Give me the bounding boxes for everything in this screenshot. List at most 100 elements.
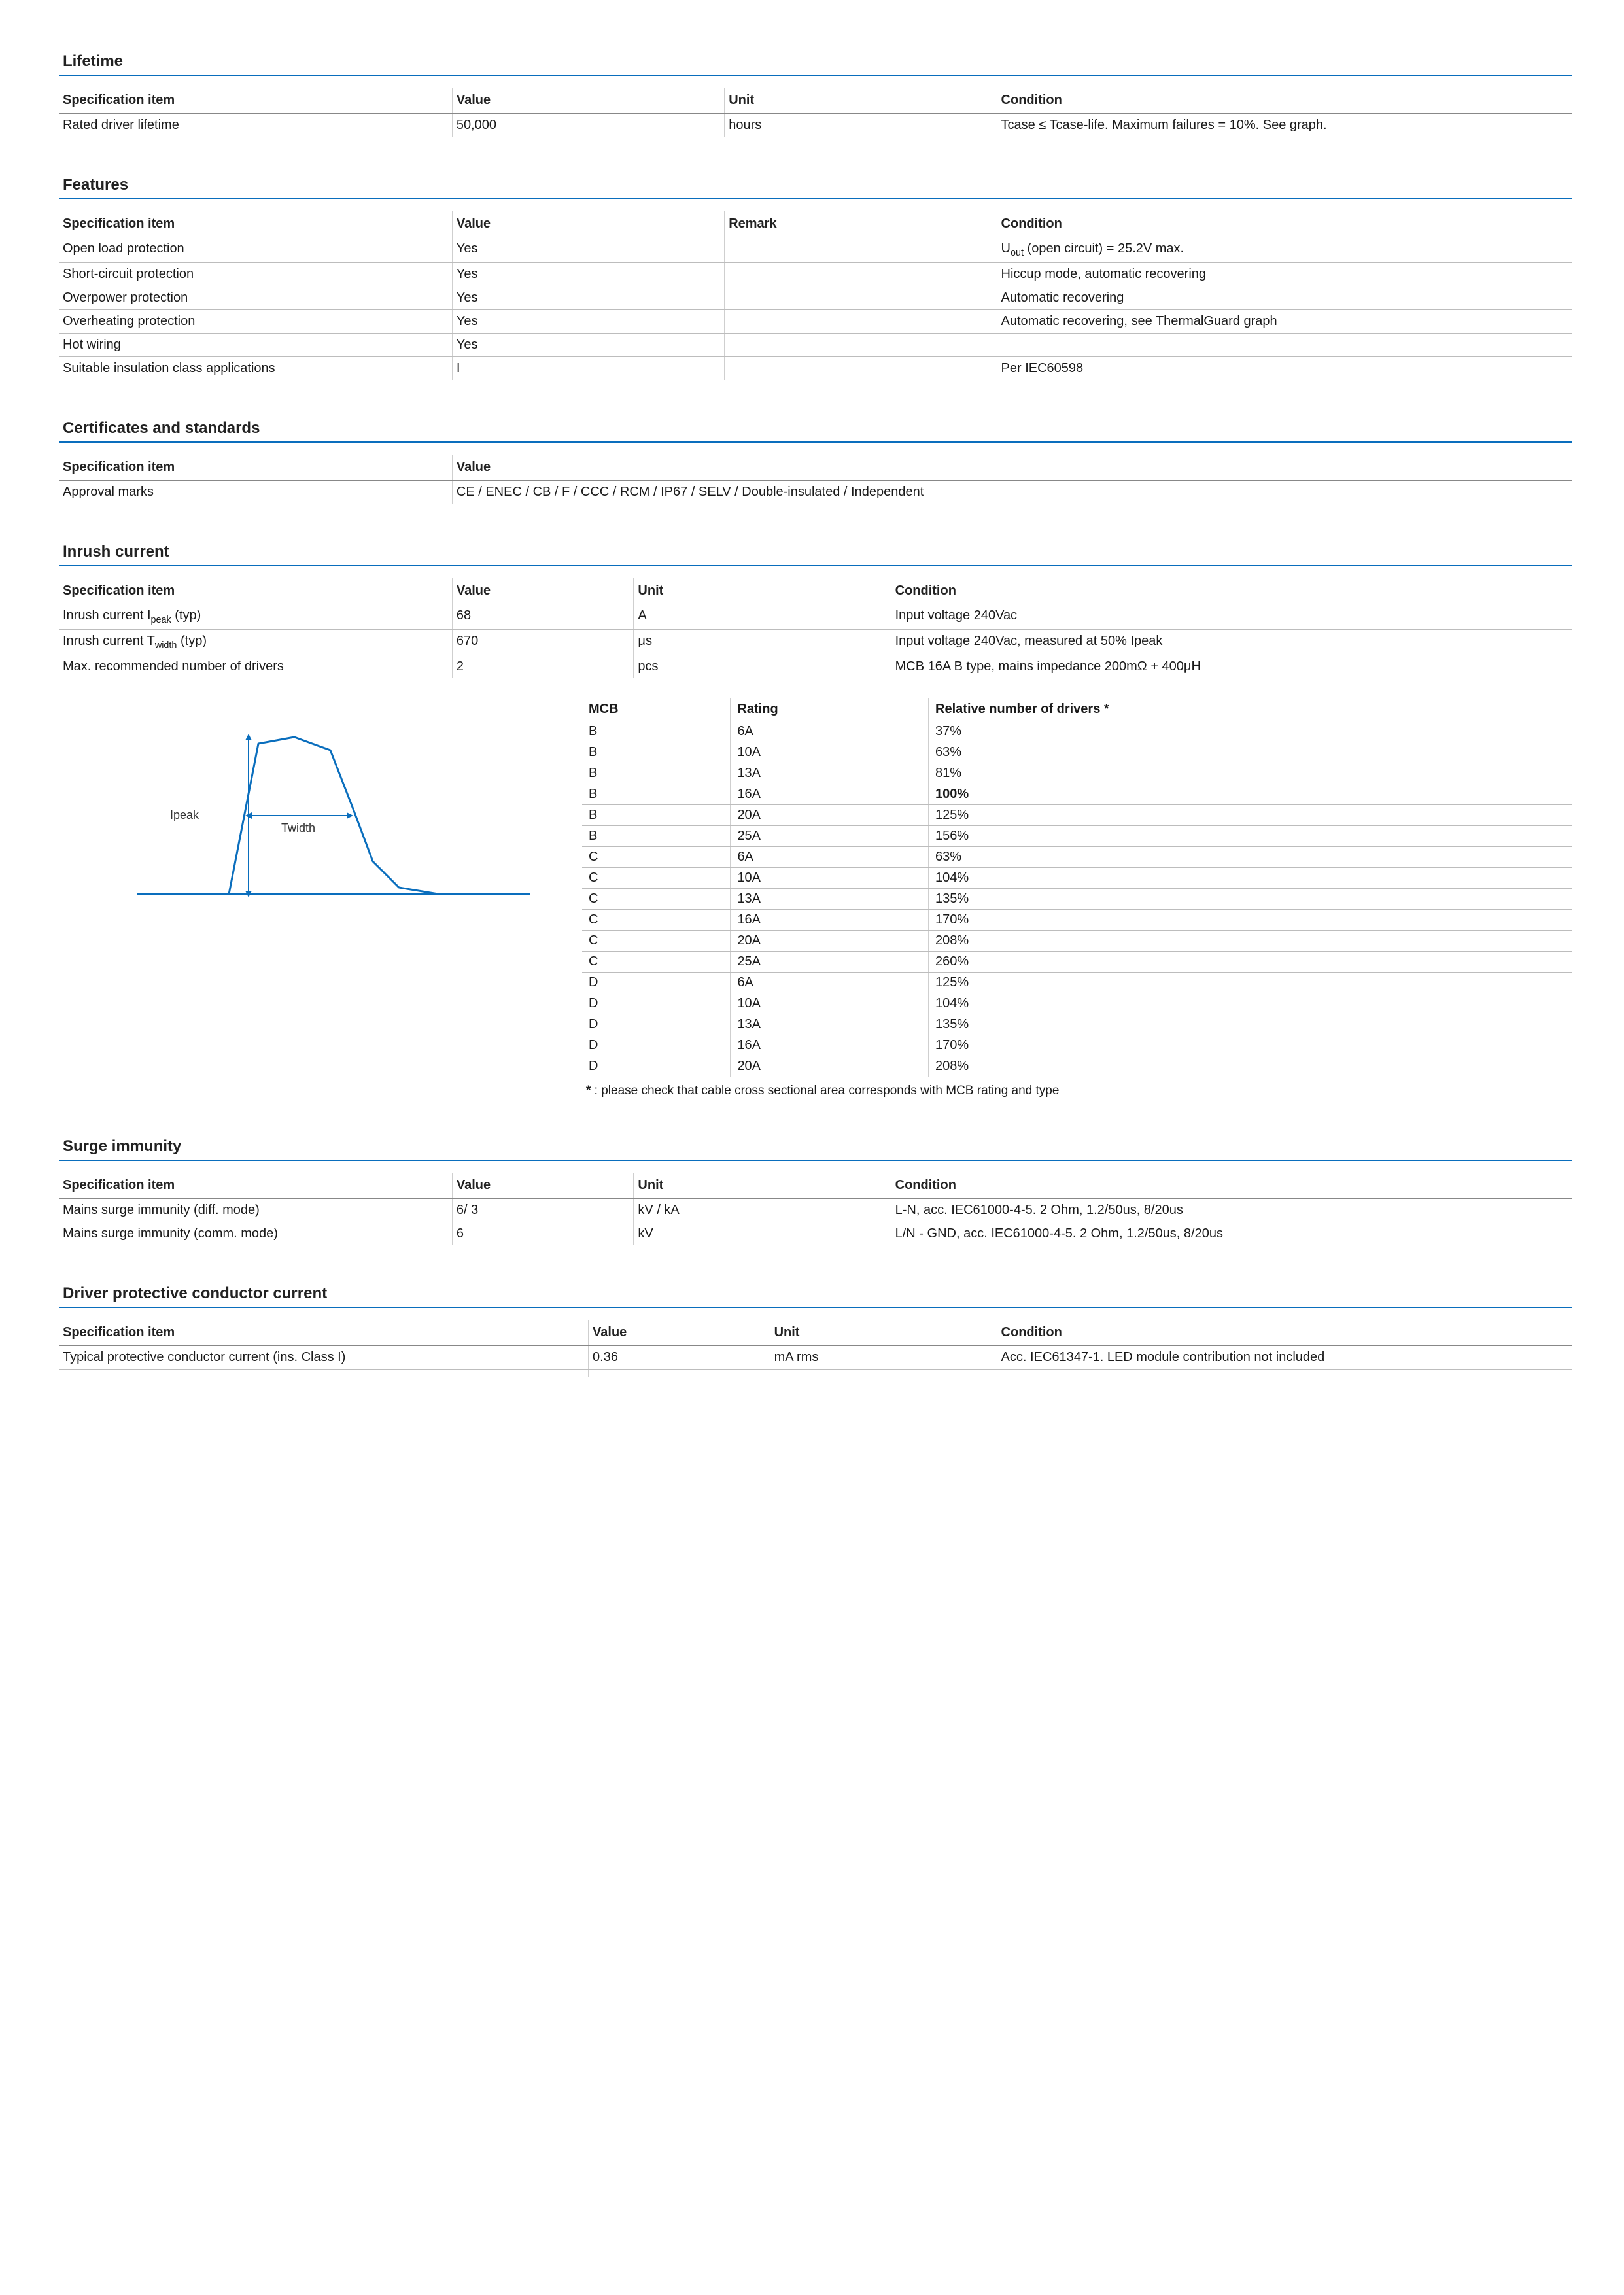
table-cell: Overpower protection [59, 286, 452, 310]
table-cell: CE / ENEC / CB / F / CCC / RCM / IP67 / … [452, 481, 1572, 504]
table-row: Overpower protectionYesAutomatic recover… [59, 286, 1572, 310]
column-header: Condition [997, 88, 1572, 114]
table-cell: kV [634, 1222, 891, 1246]
table-cell: Acc. IEC61347-1. LED module contribution… [997, 1346, 1572, 1370]
table-cell: Max. recommended number of drivers [59, 655, 452, 679]
table-row: Rated driver lifetime50,000hoursTcase ≤ … [59, 114, 1572, 137]
section-title: Inrush current [59, 543, 1572, 566]
table-cell: 6/ 3 [452, 1199, 634, 1222]
section-title: Driver protective conductor current [59, 1285, 1572, 1308]
table-row: Typical protective conductor current (in… [59, 1346, 1572, 1370]
column-header: Value [452, 88, 724, 114]
table-cell: 63% [929, 742, 1572, 763]
table-cell: 260% [929, 952, 1572, 973]
column-header: Condition [891, 1173, 1572, 1199]
column-header: Unit [634, 1173, 891, 1199]
inrush-pulse-chart: IpeakTwidth [59, 698, 556, 933]
column-header: Value [452, 455, 1572, 481]
table-cell: 13A [731, 1014, 929, 1035]
table-cell: 104% [929, 868, 1572, 889]
table-cell [997, 1370, 1572, 1378]
table-row: Overheating protectionYesAutomatic recov… [59, 310, 1572, 334]
table-cell: Short-circuit protection [59, 263, 452, 286]
column-header: Unit [770, 1320, 997, 1346]
table-row: C10A104% [582, 868, 1572, 889]
table-cell [725, 286, 997, 310]
table-cell: 135% [929, 1014, 1572, 1035]
table-row: B10A63% [582, 742, 1572, 763]
table-cell: 208% [929, 931, 1572, 952]
table-row: C13A135% [582, 889, 1572, 910]
section-title: Certificates and standards [59, 419, 1572, 443]
table-cell: Input voltage 240Vac, measured at 50% Ip… [891, 630, 1572, 655]
table-cell: C [582, 847, 731, 868]
table-cell: 25A [731, 826, 929, 847]
table-cell: D [582, 1014, 731, 1035]
table-cell: 63% [929, 847, 1572, 868]
table-cell: B [582, 784, 731, 805]
table-cell: 135% [929, 889, 1572, 910]
section-title: Features [59, 176, 1572, 199]
table-cell: hours [725, 114, 997, 137]
table-cell: 25A [731, 952, 929, 973]
column-header: Relative number of drivers * [929, 698, 1572, 721]
table-row: Mains surge immunity (comm. mode)6kVL/N … [59, 1222, 1572, 1246]
table-cell: 125% [929, 973, 1572, 993]
table-cell: L-N, acc. IEC61000-4-5. 2 Ohm, 1.2/50us,… [891, 1199, 1572, 1222]
column-header: Specification item [59, 1173, 452, 1199]
column-header: Condition [997, 211, 1572, 237]
table-cell: 104% [929, 993, 1572, 1014]
table-cell: Yes [452, 286, 724, 310]
table-cell [725, 237, 997, 263]
mcb-note-text: : please check that cable cross sectiona… [591, 1084, 1059, 1097]
table-cell: μs [634, 630, 891, 655]
column-header: MCB [582, 698, 731, 721]
table-cell: Tcase ≤ Tcase-life. Maximum failures = 1… [997, 114, 1572, 137]
column-header: Rating [731, 698, 929, 721]
table-row: Open load protectionYesUout (open circui… [59, 237, 1572, 263]
table-cell: C [582, 889, 731, 910]
table-row: B25A156% [582, 826, 1572, 847]
table-row: D6A125% [582, 973, 1572, 993]
inrush-pulse-svg: IpeakTwidth [59, 698, 556, 933]
table-cell: L/N - GND, acc. IEC61000-4-5. 2 Ohm, 1.2… [891, 1222, 1572, 1246]
section-certs: Certificates and standards Specification… [59, 419, 1572, 504]
table-cell: C [582, 952, 731, 973]
table-cell: Uout (open circuit) = 25.2V max. [997, 237, 1572, 263]
table-cell: 68 [452, 604, 634, 630]
table-cell: 0.36 [589, 1346, 770, 1370]
table-cell: I [452, 357, 724, 381]
table-cell: 10A [731, 742, 929, 763]
certs-table: Specification itemValueApproval marksCE … [59, 455, 1572, 504]
table-cell: 6A [731, 847, 929, 868]
table-cell: D [582, 1035, 731, 1056]
table-cell: 20A [731, 931, 929, 952]
table-cell: 156% [929, 826, 1572, 847]
features-table: Specification itemValueRemarkConditionOp… [59, 211, 1572, 380]
column-header: Condition [891, 578, 1572, 604]
table-cell: 10A [731, 993, 929, 1014]
table-row [59, 1370, 1572, 1378]
column-header: Unit [725, 88, 997, 114]
table-row: Short-circuit protectionYesHiccup mode, … [59, 263, 1572, 286]
table-cell: B [582, 805, 731, 826]
table-cell: 670 [452, 630, 634, 655]
table-cell: Inrush current Twidth (typ) [59, 630, 452, 655]
table-row: D20A208% [582, 1056, 1572, 1077]
table-row: D13A135% [582, 1014, 1572, 1035]
section-inrush: Inrush current Specification itemValueUn… [59, 543, 1572, 1098]
column-header: Value [452, 578, 634, 604]
table-cell: Inrush current Ipeak (typ) [59, 604, 452, 630]
table-cell: D [582, 973, 731, 993]
table-cell: 50,000 [452, 114, 724, 137]
table-cell: B [582, 763, 731, 784]
table-cell: Per IEC60598 [997, 357, 1572, 381]
column-header: Specification item [59, 88, 452, 114]
table-cell: Yes [452, 310, 724, 334]
table-cell: A [634, 604, 891, 630]
table-cell [589, 1370, 770, 1378]
table-cell [725, 357, 997, 381]
table-cell: mA rms [770, 1346, 997, 1370]
table-row: C6A63% [582, 847, 1572, 868]
column-header: Specification item [59, 211, 452, 237]
